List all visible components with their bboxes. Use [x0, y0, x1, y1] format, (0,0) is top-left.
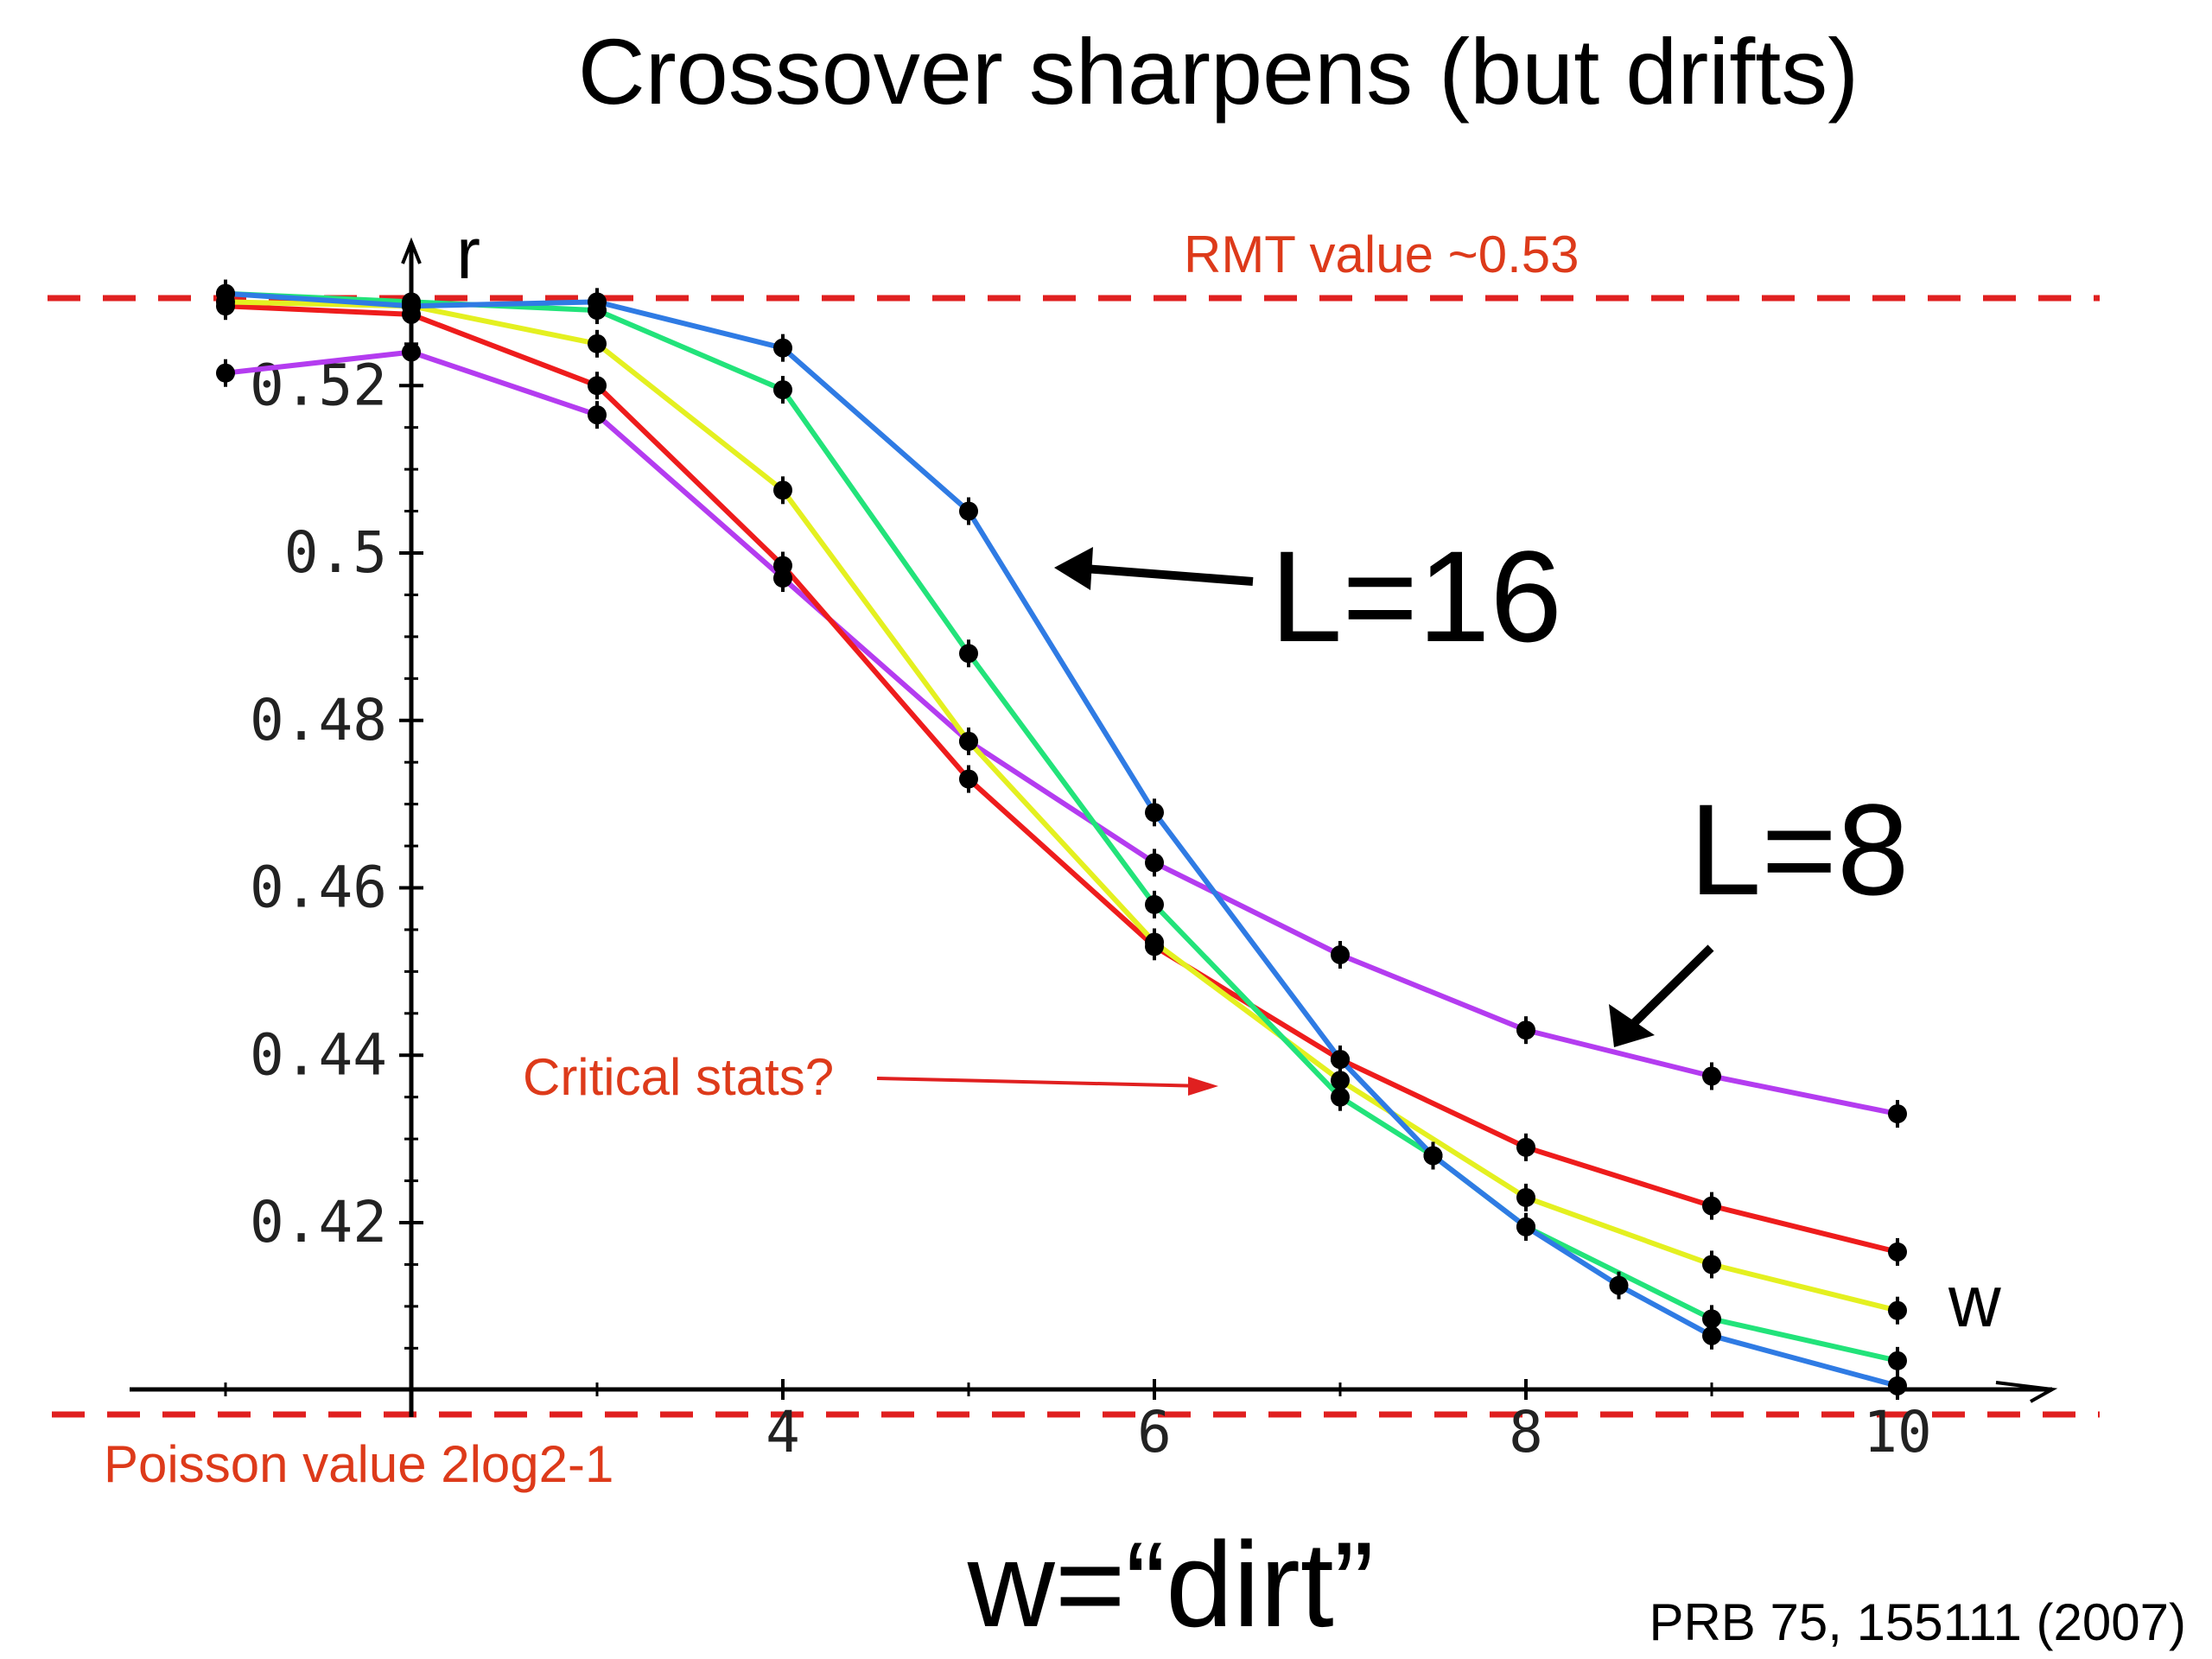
- series-line-2: [225, 299, 1898, 1313]
- data-point-series-4: [959, 501, 978, 521]
- data-point-series-0: [216, 363, 235, 383]
- data-point-series-2: [773, 480, 792, 500]
- x-tick-label: 4: [766, 1399, 800, 1465]
- data-point-series-1: [959, 769, 978, 789]
- citation: PRB 75, 155111 (2007): [1649, 1593, 2186, 1651]
- data-point-series-1: [588, 376, 607, 396]
- data-point-series-0: [1145, 853, 1164, 873]
- series-line-1: [225, 303, 1898, 1255]
- data-point-series-4: [1423, 1146, 1443, 1166]
- data-point-series-2: [1702, 1255, 1721, 1274]
- data-point-series-4: [402, 296, 421, 316]
- data-point-series-2: [1888, 1300, 1907, 1320]
- x-axis-arrowhead: [1995, 1381, 2058, 1403]
- data-point-series-4: [216, 283, 235, 303]
- data-point-series-4: [1331, 1050, 1350, 1070]
- critical-stats-label: Critical stats?: [523, 1048, 834, 1106]
- dirt-caption: w=“dirt”: [967, 1516, 1375, 1652]
- y-tick-label: 0.5: [284, 519, 387, 586]
- series-line-3: [225, 290, 1898, 1363]
- l16-arrowhead: [1054, 547, 1093, 590]
- axes: 4 6 8 100.420.440.460.480.50.52: [130, 237, 2058, 1465]
- critical-stats-annotation: Critical stats?: [523, 1048, 1218, 1106]
- data-point-series-2: [1331, 1071, 1350, 1090]
- data-point-series-0: [588, 405, 607, 425]
- l8-annotation: L=8: [1609, 777, 1909, 1047]
- poisson-reference-label: Poisson value 2log2-1: [104, 1435, 613, 1493]
- data-point-series-0: [1331, 945, 1350, 964]
- y-axis-name: r: [456, 213, 480, 294]
- x-tick-label: 8: [1509, 1399, 1543, 1465]
- data-point-series-1: [1702, 1196, 1721, 1216]
- data-point-series-1: [1888, 1242, 1907, 1262]
- series-line-4: [225, 290, 1898, 1389]
- l16-label: L=16: [1270, 524, 1562, 669]
- x-tick-label: 10: [1863, 1399, 1931, 1465]
- data-point-series-0: [1702, 1066, 1721, 1086]
- critical-stats-arrowhead: [1188, 1077, 1218, 1096]
- x-tick-label: 6: [1137, 1399, 1172, 1465]
- data-point-series-0: [402, 342, 421, 362]
- data-point-series-4: [1609, 1275, 1629, 1295]
- data-point-series-1: [773, 556, 792, 575]
- data-point-series-2: [588, 334, 607, 353]
- data-point-series-3: [1331, 1087, 1350, 1107]
- y-tick-label: 0.48: [250, 687, 387, 753]
- data-point-series-2: [959, 731, 978, 751]
- data-point-series-3: [773, 380, 792, 400]
- y-tick-label: 0.46: [250, 855, 387, 921]
- series-layer: [216, 279, 1907, 1400]
- data-point-series-4: [773, 338, 792, 358]
- data-point-series-3: [1888, 1351, 1907, 1370]
- data-point-series-4: [1145, 803, 1164, 823]
- data-point-series-0: [1888, 1104, 1907, 1124]
- series-line-0: [225, 349, 1898, 1117]
- data-point-series-1: [1516, 1137, 1535, 1157]
- l8-arrowhead: [1609, 1004, 1655, 1047]
- data-point-series-2: [1145, 932, 1164, 952]
- data-point-series-4: [1516, 1217, 1535, 1236]
- y-axis-arrowhead: [401, 237, 422, 264]
- data-point-series-4: [1888, 1376, 1907, 1395]
- data-point-series-3: [959, 644, 978, 664]
- l16-arrow: [1084, 564, 1254, 586]
- rmt-reference-label: RMT value ~0.53: [1184, 226, 1579, 283]
- data-point-series-2: [1516, 1187, 1535, 1207]
- data-point-series-4: [588, 292, 607, 312]
- y-tick-label: 0.44: [250, 1021, 387, 1088]
- x-axis-name: w: [1948, 1261, 2001, 1342]
- l16-annotation: L=16: [1054, 524, 1562, 669]
- critical-stats-arrow: [876, 1077, 1206, 1088]
- data-point-series-3: [1702, 1309, 1721, 1329]
- chart-title: Crossover sharpens (but drifts): [578, 19, 1859, 124]
- data-point-series-4: [1702, 1325, 1721, 1345]
- data-point-series-3: [1145, 894, 1164, 914]
- y-tick-label: 0.42: [250, 1189, 387, 1255]
- l8-arrow: [1625, 944, 1714, 1032]
- l8-label: L=8: [1689, 777, 1909, 922]
- data-point-series-0: [1516, 1020, 1535, 1040]
